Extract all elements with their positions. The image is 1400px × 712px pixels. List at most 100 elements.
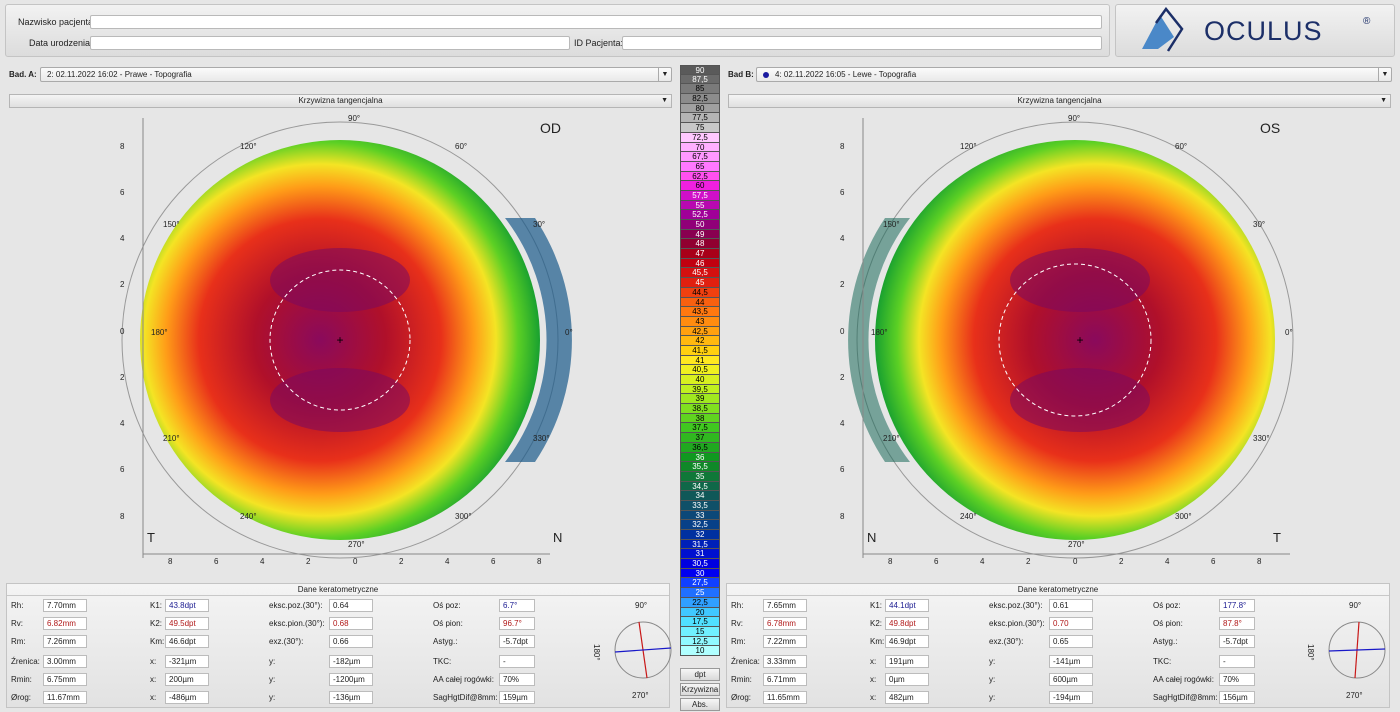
exz-label: exz.(30°): — [269, 637, 304, 646]
absolute-scale-button[interactable]: Abs. — [680, 698, 720, 711]
sag-value: 156µm — [1219, 691, 1255, 704]
rh-label: Rh: — [731, 601, 744, 610]
eye-label-od: OD — [540, 120, 561, 136]
scale-step: 39,5 — [680, 384, 720, 395]
x-tick: 2 — [399, 557, 404, 566]
scale-step: 36,5 — [680, 442, 720, 453]
scale-step: 12,5 — [680, 636, 720, 647]
scale-step: 15 — [680, 626, 720, 637]
angle-210: 210° — [163, 434, 180, 443]
exam-a-label: Bad. A: — [9, 70, 37, 79]
tkc-label: TKC: — [1153, 657, 1172, 666]
angle-180: 180° — [151, 328, 168, 337]
topography-map-os[interactable]: + OS N T 90° 60° 30° 0° 330° 300° 270° 2… — [735, 108, 1385, 578]
x-tick: 0 — [1073, 557, 1078, 566]
aa-label: AA całej rogówki: — [433, 675, 494, 684]
exam-a-select[interactable]: 2: 02.11.2022 16:02 - Prawe - Topografia… — [40, 67, 672, 82]
scale-step: 27,5 — [680, 578, 720, 589]
pupil-y-label: y: — [269, 657, 276, 666]
corner-right-a: N — [553, 530, 563, 545]
angle-0: 0° — [565, 328, 573, 337]
dob-field[interactable] — [90, 36, 570, 50]
k1-value: 44.1dpt — [885, 599, 929, 612]
exam-b-selected: 4: 02.11.2022 16:05 - Lewe - Topografia — [775, 70, 917, 79]
axis-v-label: Oś pion: — [1153, 619, 1183, 628]
rh-value: 7.70mm — [43, 599, 87, 612]
y-tick: 2 — [120, 373, 125, 382]
k2-value: 49.8dpt — [885, 617, 929, 630]
scale-step: 42,5 — [680, 326, 720, 337]
svg-text:+: + — [336, 333, 343, 347]
y-tick: 4 — [120, 234, 125, 243]
limbus-x-label: x: — [870, 693, 877, 702]
y-tick: 4 — [120, 419, 125, 428]
x-tick: 4 — [445, 557, 450, 566]
keratometry-panel-a: Dane keratometryczne Rh: 7.70mm Rv: 6.82… — [6, 583, 672, 708]
angle-300: 300° — [455, 512, 472, 521]
map-type-b-select[interactable]: Krzywizna tangencjalna ▼ — [728, 94, 1391, 108]
angle-330: 330° — [533, 434, 550, 443]
limbus-x-label: x: — [150, 693, 157, 702]
scale-step: 20 — [680, 607, 720, 618]
patient-name-label: Nazwisko pacjenta: — [18, 17, 96, 27]
map-os-svg: + — [848, 118, 1294, 559]
pupil-y-value: -182µm — [329, 655, 373, 668]
scale-step: 40,5 — [680, 365, 720, 375]
scale-step: 36 — [680, 452, 720, 463]
tkc-value: - — [1219, 655, 1255, 668]
scale-step: 87,5 — [680, 74, 720, 85]
ecc-v-value: 0.70 — [1049, 617, 1093, 630]
axis-v-label: Oś pion: — [433, 619, 463, 628]
y-tick: 8 — [840, 142, 845, 151]
exz-label: exz.(30°): — [989, 637, 1024, 646]
color-scale[interactable]: 90 87,5 85 82,5 80 77,5 75 72,5 70 67,5 65 62,5 60 57… — [680, 65, 720, 656]
patient-name-field[interactable] — [90, 15, 1102, 29]
angle-330: 330° — [1253, 434, 1270, 443]
dob-label: Data urodzenia: — [29, 38, 93, 48]
angle-180: 180° — [871, 328, 888, 337]
scale-step: 82,5 — [680, 94, 720, 104]
keratometry-panel-b: Dane keratometryczne Rh: 7.65mm Rv: 6.78… — [726, 583, 1390, 708]
patient-id-field[interactable] — [622, 36, 1102, 50]
rmin-value: 6.75mm — [43, 673, 87, 686]
scale-step: 33 — [680, 510, 720, 521]
dial-180: 180° — [1306, 644, 1315, 661]
scale-step: 34 — [680, 491, 720, 501]
scale-step: 30,5 — [680, 559, 720, 569]
rmin-value: 6.71mm — [763, 673, 807, 686]
axis-h-value: 6.7° — [499, 599, 535, 612]
limbus-y-label: y: — [269, 693, 276, 702]
scale-step: 45 — [680, 278, 720, 288]
x-tick: 4 — [1165, 557, 1170, 566]
ecc-v-label: eksc.pion.(30°): — [269, 619, 325, 628]
scale-step: 55 — [680, 200, 720, 211]
corner-left-b: N — [867, 530, 877, 545]
map-od-svg: + — [121, 118, 572, 559]
scale-step: 57,5 — [680, 190, 720, 201]
ecc-h-value: 0.64 — [329, 599, 373, 612]
map-type-a-select[interactable]: Krzywizna tangencjalna ▼ — [9, 94, 672, 108]
rmin-label: Rmin: — [11, 675, 32, 684]
x-tick: 8 — [168, 557, 173, 566]
aa-label: AA całej rogówki: — [1153, 675, 1214, 684]
angle-240: 240° — [960, 512, 977, 521]
scale-step: 46 — [680, 258, 720, 269]
k1-label: K1: — [870, 601, 883, 610]
topography-map-od[interactable]: + OD T N 90° 60° 30° 0° 330° 300° 270° 2… — [15, 108, 665, 578]
exam-b-select[interactable]: 4: 02.11.2022 16:05 - Lewe - Topografia … — [756, 67, 1392, 82]
angle-300: 300° — [1175, 512, 1192, 521]
limbus-label: Ørog: — [11, 693, 32, 702]
angle-240: 240° — [240, 512, 257, 521]
scale-step: 75 — [680, 123, 720, 133]
angle-210: 210° — [883, 434, 900, 443]
scale-step: 49 — [680, 229, 720, 240]
curvature-mode-button[interactable]: Krzywizna — [680, 683, 720, 696]
limbus-y-value: -194µm — [1049, 691, 1093, 704]
patient-panel: Nazwisko pacjenta: Data urodzenia: ID Pa… — [5, 4, 1110, 57]
rmin-y-label: y: — [269, 675, 276, 684]
unit-button[interactable]: dpt — [680, 668, 720, 681]
angle-0: 0° — [1285, 328, 1293, 337]
map-type-b-label: Krzywizna tangencjalna — [1017, 96, 1102, 105]
logo-reg: ® — [1363, 16, 1371, 27]
pupil-x-value: -321µm — [165, 655, 209, 668]
